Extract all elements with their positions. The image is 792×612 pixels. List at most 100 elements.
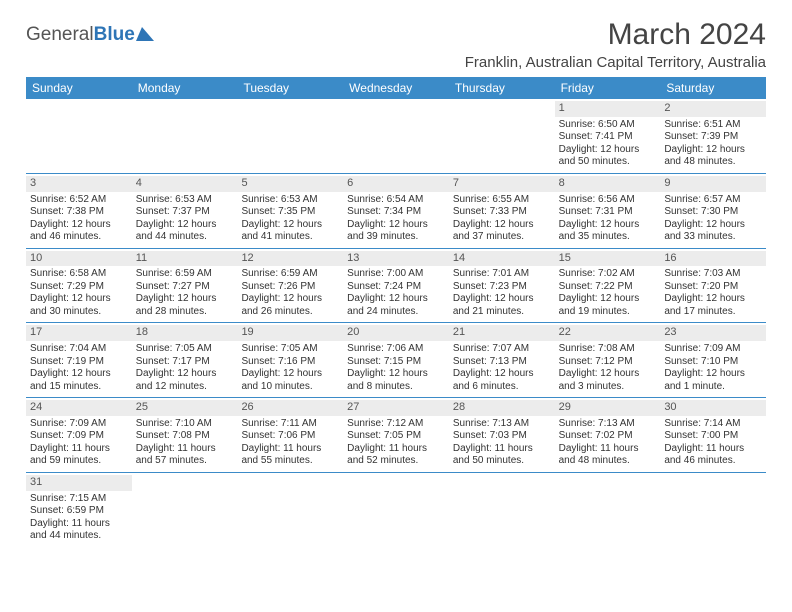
daylight-text-2: and 1 minute. (664, 381, 762, 394)
day-number: 31 (26, 475, 132, 491)
weeks-container: 1Sunrise: 6:50 AMSunset: 7:41 PMDaylight… (26, 99, 766, 547)
sunset-text: Sunset: 6:59 PM (30, 505, 128, 518)
day-number: 3 (26, 176, 132, 192)
daylight-text-2: and 48 minutes. (559, 455, 657, 468)
sunset-text: Sunset: 7:31 PM (559, 206, 657, 219)
sunset-text: Sunset: 7:03 PM (453, 430, 551, 443)
week-row: 3Sunrise: 6:52 AMSunset: 7:38 PMDaylight… (26, 174, 766, 249)
empty-cell (132, 473, 238, 547)
daylight-text-2: and 41 minutes. (241, 231, 339, 244)
daylight-text-2: and 52 minutes. (347, 455, 445, 468)
empty-cell (449, 99, 555, 173)
empty-cell (132, 99, 238, 173)
sunrise-text: Sunrise: 7:13 AM (453, 418, 551, 431)
daylight-text-1: Daylight: 12 hours (30, 293, 128, 306)
sunset-text: Sunset: 7:19 PM (30, 356, 128, 369)
daylight-text-1: Daylight: 12 hours (136, 293, 234, 306)
week-row: 10Sunrise: 6:58 AMSunset: 7:29 PMDayligh… (26, 249, 766, 324)
brand-logo: GeneralBlue (26, 24, 155, 46)
day-cell: 13Sunrise: 7:00 AMSunset: 7:24 PMDayligh… (343, 249, 449, 323)
empty-cell (343, 473, 449, 547)
daylight-text-1: Daylight: 12 hours (664, 293, 762, 306)
day-cell: 5Sunrise: 6:53 AMSunset: 7:35 PMDaylight… (237, 174, 343, 248)
daylight-text-2: and 6 minutes. (453, 381, 551, 394)
sunrise-text: Sunrise: 7:12 AM (347, 418, 445, 431)
day-cell: 18Sunrise: 7:05 AMSunset: 7:17 PMDayligh… (132, 323, 238, 397)
daylight-text-2: and 28 minutes. (136, 306, 234, 319)
sunset-text: Sunset: 7:41 PM (559, 131, 657, 144)
daylight-text-1: Daylight: 11 hours (347, 443, 445, 456)
day-cell: 1Sunrise: 6:50 AMSunset: 7:41 PMDaylight… (555, 99, 661, 173)
sunset-text: Sunset: 7:17 PM (136, 356, 234, 369)
daylight-text-1: Daylight: 12 hours (241, 293, 339, 306)
daylight-text-2: and 10 minutes. (241, 381, 339, 394)
daylight-text-1: Daylight: 11 hours (30, 518, 128, 531)
sunset-text: Sunset: 7:30 PM (664, 206, 762, 219)
week-row: 31Sunrise: 7:15 AMSunset: 6:59 PMDayligh… (26, 473, 766, 547)
day-cell: 20Sunrise: 7:06 AMSunset: 7:15 PMDayligh… (343, 323, 449, 397)
sunset-text: Sunset: 7:15 PM (347, 356, 445, 369)
day-number: 27 (343, 400, 449, 416)
day-number: 15 (555, 251, 661, 267)
weekday-header: Sunday (26, 77, 132, 99)
day-cell: 29Sunrise: 7:13 AMSunset: 7:02 PMDayligh… (555, 398, 661, 472)
daylight-text-1: Daylight: 12 hours (559, 293, 657, 306)
day-cell: 2Sunrise: 6:51 AMSunset: 7:39 PMDaylight… (660, 99, 766, 173)
day-cell: 15Sunrise: 7:02 AMSunset: 7:22 PMDayligh… (555, 249, 661, 323)
sunrise-text: Sunrise: 7:01 AM (453, 268, 551, 281)
day-number: 4 (132, 176, 238, 192)
daylight-text-2: and 46 minutes. (30, 231, 128, 244)
weekday-header: Monday (132, 77, 238, 99)
day-number: 28 (449, 400, 555, 416)
daylight-text-2: and 30 minutes. (30, 306, 128, 319)
sunrise-text: Sunrise: 7:11 AM (241, 418, 339, 431)
sunrise-text: Sunrise: 6:53 AM (241, 194, 339, 207)
daylight-text-2: and 37 minutes. (453, 231, 551, 244)
sunset-text: Sunset: 7:37 PM (136, 206, 234, 219)
sunrise-text: Sunrise: 7:13 AM (559, 418, 657, 431)
day-number: 8 (555, 176, 661, 192)
sunrise-text: Sunrise: 7:05 AM (136, 343, 234, 356)
day-number: 5 (237, 176, 343, 192)
daylight-text-1: Daylight: 12 hours (347, 368, 445, 381)
sunrise-text: Sunrise: 6:53 AM (136, 194, 234, 207)
day-number: 19 (237, 325, 343, 341)
daylight-text-2: and 48 minutes. (664, 156, 762, 169)
calendar-grid: SundayMondayTuesdayWednesdayThursdayFrid… (26, 77, 766, 547)
day-number: 11 (132, 251, 238, 267)
day-cell: 19Sunrise: 7:05 AMSunset: 7:16 PMDayligh… (237, 323, 343, 397)
daylight-text-1: Daylight: 12 hours (664, 144, 762, 157)
daylight-text-2: and 44 minutes. (30, 530, 128, 543)
week-row: 24Sunrise: 7:09 AMSunset: 7:09 PMDayligh… (26, 398, 766, 473)
daylight-text-2: and 55 minutes. (241, 455, 339, 468)
sunset-text: Sunset: 7:26 PM (241, 281, 339, 294)
sunrise-text: Sunrise: 6:55 AM (453, 194, 551, 207)
sunset-text: Sunset: 7:13 PM (453, 356, 551, 369)
sunrise-text: Sunrise: 7:04 AM (30, 343, 128, 356)
daylight-text-1: Daylight: 12 hours (30, 219, 128, 232)
sunset-text: Sunset: 7:39 PM (664, 131, 762, 144)
day-number: 30 (660, 400, 766, 416)
day-number: 7 (449, 176, 555, 192)
daylight-text-2: and 57 minutes. (136, 455, 234, 468)
daylight-text-1: Daylight: 11 hours (136, 443, 234, 456)
day-number: 20 (343, 325, 449, 341)
sunrise-text: Sunrise: 7:03 AM (664, 268, 762, 281)
daylight-text-1: Daylight: 11 hours (30, 443, 128, 456)
daylight-text-2: and 26 minutes. (241, 306, 339, 319)
sunrise-text: Sunrise: 7:02 AM (559, 268, 657, 281)
day-number: 21 (449, 325, 555, 341)
day-cell: 28Sunrise: 7:13 AMSunset: 7:03 PMDayligh… (449, 398, 555, 472)
daylight-text-1: Daylight: 12 hours (453, 293, 551, 306)
daylight-text-2: and 24 minutes. (347, 306, 445, 319)
empty-cell (26, 99, 132, 173)
sunrise-text: Sunrise: 7:05 AM (241, 343, 339, 356)
sunset-text: Sunset: 7:29 PM (30, 281, 128, 294)
day-number: 12 (237, 251, 343, 267)
day-number: 22 (555, 325, 661, 341)
day-cell: 8Sunrise: 6:56 AMSunset: 7:31 PMDaylight… (555, 174, 661, 248)
sunset-text: Sunset: 7:35 PM (241, 206, 339, 219)
sunset-text: Sunset: 7:02 PM (559, 430, 657, 443)
day-cell: 10Sunrise: 6:58 AMSunset: 7:29 PMDayligh… (26, 249, 132, 323)
day-number: 10 (26, 251, 132, 267)
